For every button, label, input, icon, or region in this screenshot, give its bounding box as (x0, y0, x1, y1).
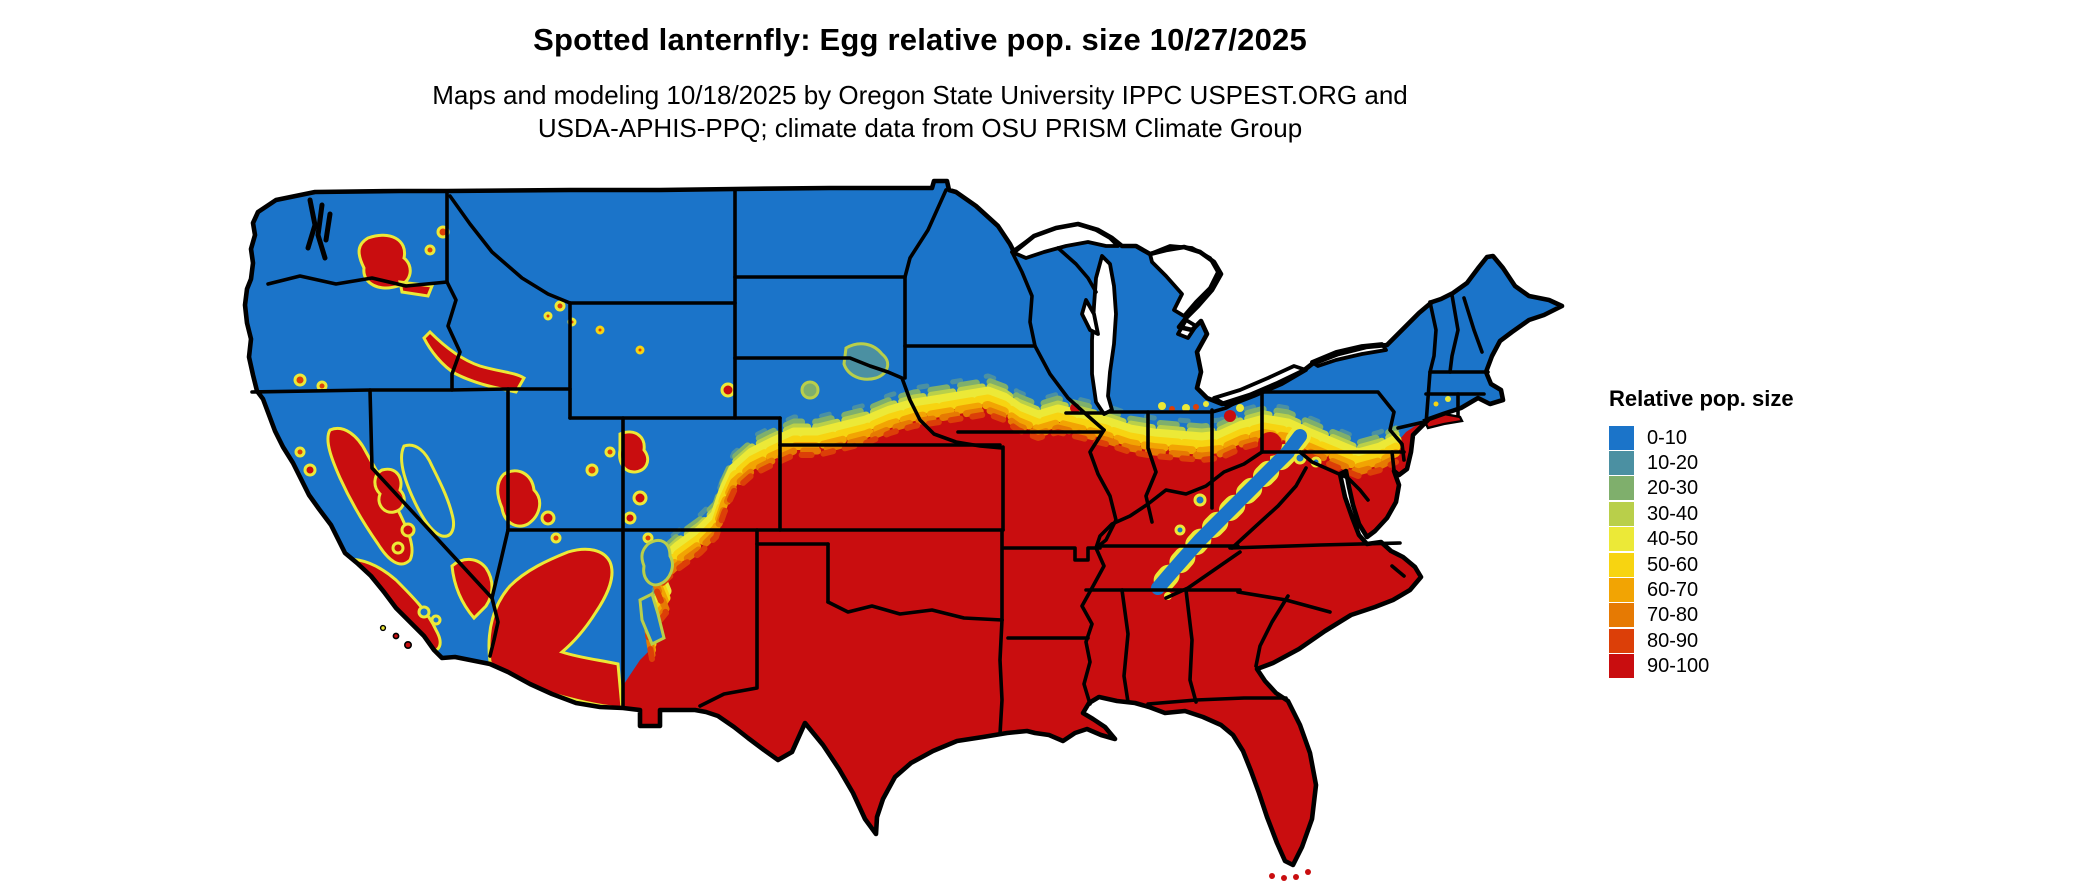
legend-item: 0-10 (1609, 425, 1794, 450)
legend-item-label: 0-10 (1647, 426, 1688, 449)
great-lakes (1010, 222, 1388, 416)
legend-swatch (1609, 425, 1634, 450)
sangre-de-cristo-patch (638, 591, 666, 647)
legend-item: 90-100 (1609, 654, 1794, 679)
legend-items: 0-10 10-20 20-30 30-40 40-50 50-60 60-70 70-80 8… (1609, 425, 1794, 679)
legend-swatch (1609, 628, 1634, 653)
legend-item-label: 90-100 (1647, 655, 1710, 678)
legend-swatch (1609, 501, 1634, 526)
legend: Relative pop. size 0-10 10-20 20-30 30-40 40… (1609, 386, 1794, 679)
black-hills-patch (720, 382, 736, 398)
legend-swatch (1609, 451, 1634, 476)
legend-item-label: 40-50 (1647, 528, 1699, 551)
florida-keys (1269, 873, 1275, 879)
legend-item: 60-70 (1609, 577, 1794, 603)
page-title: Spotted lanternfly: Egg relative pop. si… (533, 22, 1307, 57)
legend-item: 20-30 (1609, 476, 1794, 501)
legend-item-label: 10-20 (1647, 452, 1699, 475)
snake-river-plain-patch (422, 329, 527, 394)
new-mexico-ridge-patch (640, 539, 674, 587)
legend-swatch (1609, 552, 1634, 577)
western-colorado-patch (618, 430, 650, 474)
legend-item-label: 70-80 (1647, 604, 1699, 627)
central-valley-patch (326, 427, 414, 566)
channel-island (403, 640, 412, 649)
subtitle-line-1: Maps and modeling 10/18/2025 by Oregon S… (432, 80, 1408, 110)
legend-title: Relative pop. size (1609, 386, 1794, 411)
legend-item-label: 50-60 (1647, 553, 1699, 576)
green-bay (1080, 298, 1100, 336)
legend-swatch (1609, 578, 1634, 603)
legend-item: 10-20 (1609, 450, 1794, 476)
legend-item-label: 20-30 (1647, 477, 1699, 500)
legend-item: 40-50 (1609, 527, 1794, 552)
legend-swatch (1609, 527, 1634, 552)
legend-swatch (1609, 476, 1634, 501)
legend-swatch (1609, 654, 1634, 679)
subtitle-line-2: USDA-APHIS-PPQ; climate data from OSU PR… (537, 113, 1303, 143)
legend-item: 80-90 (1609, 628, 1794, 653)
puget-sound-detail (305, 197, 333, 261)
legend-item: 50-60 (1609, 552, 1794, 577)
us-outline (242, 178, 1565, 868)
sierra-nevada-patch (400, 443, 456, 538)
legend-item: 30-40 (1609, 501, 1794, 526)
legend-item-label: 80-90 (1647, 629, 1699, 652)
sandhills-patch (800, 380, 820, 400)
eastern-sd-coteau-patch (842, 342, 890, 381)
columbia-basin-patch (357, 233, 412, 290)
southern-nevada-patch (450, 558, 494, 621)
legend-item: 70-80 (1609, 603, 1794, 628)
band-speckles (306, 190, 1451, 456)
state-borders (250, 187, 1490, 736)
legend-item-label: 30-40 (1647, 502, 1699, 525)
legend-swatch (1609, 603, 1634, 628)
southwest-pennsylvania-patch (1258, 432, 1282, 456)
legend-item-label: 60-70 (1647, 579, 1699, 602)
